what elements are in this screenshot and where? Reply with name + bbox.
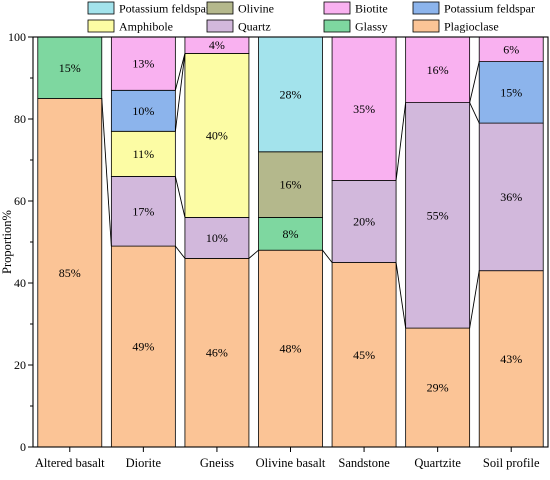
data-label-olivine-basalt-olivine: 16% xyxy=(280,178,302,192)
legend-label-glassy: Glassy xyxy=(355,20,388,34)
axes-layer: Altered basalt Diorite Gneiss Olivine basal… xyxy=(0,30,549,470)
data-label-altered-basalt-plagioclase: 85% xyxy=(59,266,81,280)
x-tick-label-sandstone: Sandstone xyxy=(338,456,390,470)
data-label-olivine-basalt-potassium-feldspar: 28% xyxy=(280,87,302,101)
bar-segment-sandstone-plagioclase xyxy=(331,262,397,448)
bars-layer xyxy=(37,36,544,448)
x-tick-label-altered-basalt: Altered basalt xyxy=(35,456,105,470)
data-label-olivine-basalt-plagioclase: 48% xyxy=(280,342,302,356)
legend-label-potassium-feldspar: Potassium feldspar xyxy=(444,2,535,16)
bar-segment-diorite-potassium-feldspar xyxy=(110,89,176,132)
bar-segment-olivine-basalt-olivine xyxy=(258,151,323,218)
connector-line xyxy=(174,176,186,218)
data-label-sandstone-quartz: 20% xyxy=(353,215,375,229)
connector-line xyxy=(395,102,407,181)
data-label-soil-profile-potassium-feldspar: 15% xyxy=(500,85,522,99)
bar-segment-diorite-biotite xyxy=(110,36,176,91)
x-tick-label-diorite: Diorite xyxy=(126,456,162,470)
legend: Potassium feldspar Olivine Biotite Potassiu… xyxy=(87,1,535,34)
x-tick-label-quartzite: Quartzite xyxy=(414,456,461,470)
data-label-quartzite-quartz: 55% xyxy=(427,208,449,222)
legend-swatch-potassium-feldspar xyxy=(87,1,115,15)
bar-segment-soil-profile-potassium-feldspar xyxy=(478,61,544,124)
legend-swatch-plagioclase xyxy=(412,19,440,33)
connector-line xyxy=(469,270,480,329)
data-label-diorite-quartz: 17% xyxy=(132,204,154,218)
data-label-gneiss-amphibole: 40% xyxy=(206,128,228,142)
link-lines-layer xyxy=(101,53,480,329)
y-tick-label: 0 xyxy=(20,440,26,454)
bar-segment-soil-profile-biotite xyxy=(478,36,544,63)
connector-line xyxy=(322,249,333,263)
connector-line xyxy=(469,61,480,103)
legend-label-olivine: Olivine xyxy=(238,2,274,16)
legend-swatch-glassy xyxy=(323,19,351,33)
connector-line xyxy=(395,262,407,329)
bar-segment-gneiss-plagioclase xyxy=(184,257,250,448)
data-label-gneiss-plagioclase: 46% xyxy=(206,346,228,360)
bar-segment-sandstone-biotite xyxy=(331,36,397,181)
legend-swatch-biotite xyxy=(323,1,351,15)
connector-line xyxy=(101,98,112,247)
data-label-sandstone-plagioclase: 45% xyxy=(353,348,375,362)
connector-line xyxy=(175,245,186,259)
bar-segment-sandstone-quartz xyxy=(331,180,397,263)
bar-segment-soil-profile-plagioclase xyxy=(478,270,544,448)
data-label-gneiss-quartz: 10% xyxy=(206,231,228,245)
legend-label-potassium-feldspar: Potassium feldspar xyxy=(119,2,210,16)
y-tick-label: 40 xyxy=(14,276,26,290)
connector-line xyxy=(174,53,186,91)
x-tick-label-gneiss: Gneiss xyxy=(200,456,234,470)
bar-segment-altered-basalt-glassy xyxy=(37,36,103,99)
legend-label-biotite: Biotite xyxy=(355,2,388,16)
data-label-soil-profile-quartz: 36% xyxy=(500,190,522,204)
y-tick-label: 20 xyxy=(14,358,26,372)
legend-swatch-potassium-feldspar xyxy=(412,1,440,15)
data-label-soil-profile-plagioclase: 43% xyxy=(500,352,522,366)
bar-segment-quartzite-plagioclase xyxy=(405,327,471,448)
data-label-gneiss-biotite: 4% xyxy=(209,38,225,52)
legend-label-amphibole: Amphibole xyxy=(119,20,173,34)
legend-label-plagioclase: Plagioclase xyxy=(444,20,499,34)
y-tick-label: 100 xyxy=(8,30,26,44)
data-label-soil-profile-biotite: 6% xyxy=(503,42,519,56)
bar-segment-diorite-quartz xyxy=(110,175,176,247)
data-label-diorite-plagioclase: 49% xyxy=(132,340,154,354)
data-label-quartzite-biotite: 16% xyxy=(427,63,449,77)
bar-segment-soil-profile-quartz xyxy=(478,122,544,272)
legend-swatch-amphibole xyxy=(87,19,115,33)
bar-segment-quartzite-quartz xyxy=(405,102,471,329)
x-tick-label-soil-profile: Soil profile xyxy=(483,456,540,470)
bar-segment-olivine-basalt-glassy xyxy=(258,216,323,251)
y-tick-label: 80 xyxy=(14,112,26,126)
legend-swatch-quartz xyxy=(206,19,234,33)
data-label-quartzite-plagioclase: 29% xyxy=(427,381,449,395)
bar-segment-altered-basalt-plagioclase xyxy=(37,98,103,448)
bar-segment-olivine-basalt-potassium-feldspar xyxy=(258,36,323,153)
connector-line xyxy=(469,102,480,124)
legend-label-quartz: Quartz xyxy=(238,20,271,34)
bar-segment-diorite-amphibole xyxy=(110,130,176,177)
y-axis-label: Proportion% xyxy=(0,210,14,274)
segment-labels-layer: 85% 15% 49% 17% 11% 10% 13% 46% 10% 40% 4% 48% 8% 16%… xyxy=(59,38,522,394)
connector-line xyxy=(248,249,259,259)
data-label-diorite-amphibole: 11% xyxy=(133,147,155,161)
data-label-diorite-potassium-feldspar: 10% xyxy=(132,104,154,118)
data-label-olivine-basalt-glassy: 8% xyxy=(283,227,299,241)
legend-swatch-olivine xyxy=(206,1,234,15)
connector-line xyxy=(174,53,186,132)
data-label-altered-basalt-glassy: 15% xyxy=(59,61,81,75)
bar-segment-gneiss-quartz xyxy=(184,216,250,259)
x-tick-label-olivine-basalt: Olivine basalt xyxy=(256,456,326,470)
data-label-diorite-biotite: 13% xyxy=(132,57,154,71)
data-label-sandstone-biotite: 35% xyxy=(353,102,375,116)
bar-segment-quartzite-biotite xyxy=(405,36,471,103)
bar-segment-gneiss-amphibole xyxy=(184,53,250,218)
y-tick-label: 60 xyxy=(14,194,26,208)
